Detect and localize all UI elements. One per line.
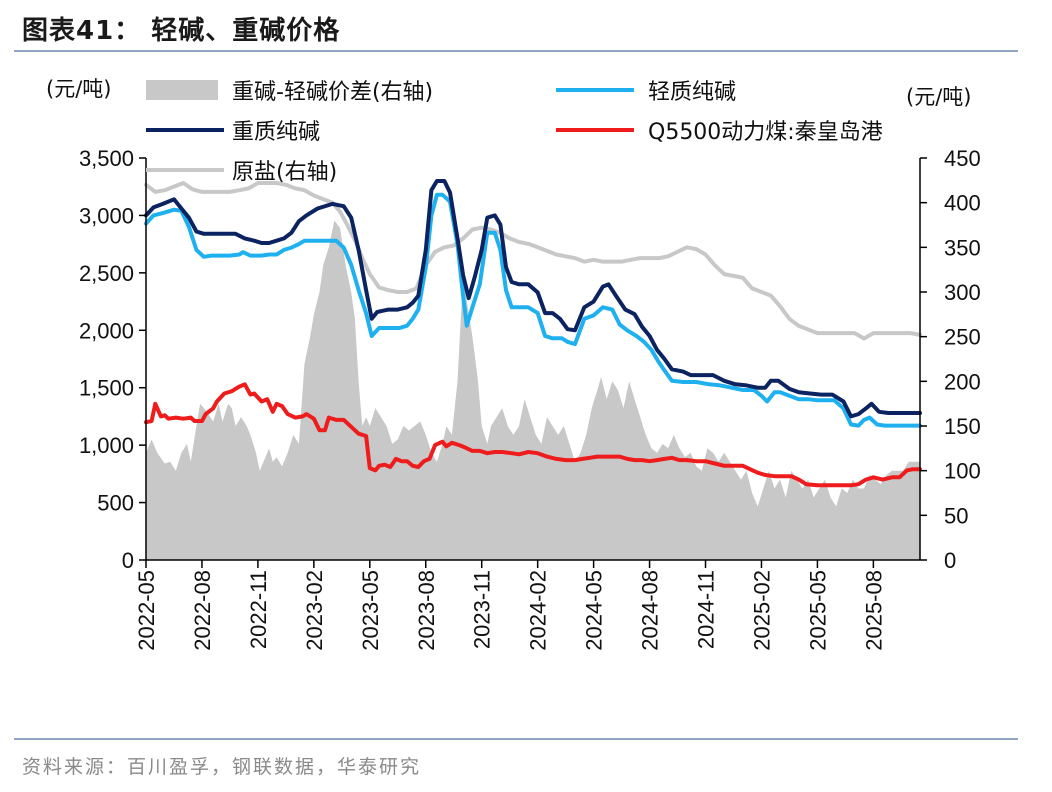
x-tick-label: 2022-05 [134,570,159,651]
axis-lines-group [139,157,927,568]
series-lines-group [144,179,922,488]
x-tick-label: 2025-08 [861,570,886,651]
legend-swatch-spread [146,80,218,100]
legend-label-light: 轻质纯碱 [648,80,736,105]
right-tick-label: 0 [944,548,956,573]
x-tick-label: 2024-11 [694,570,719,649]
right-tick-label: 250 [944,325,981,350]
right-tick-label: 50 [944,503,968,528]
light-line [144,192,922,428]
tick-labels-group: 0 500 1,000 1,500 2,000 2,500 3,000 3,500 0 50 100… [79,146,981,651]
x-tick-label: 2023-02 [302,570,327,651]
legend-label-coal: Q5500动力煤:秦皇岛港 [648,120,883,145]
spread-area [146,220,920,560]
chart-title: 图表41： 轻碱、重碱价格 [22,16,341,46]
x-tick-label: 2024-08 [638,570,663,651]
x-tick-label: 2023-05 [358,570,383,651]
left-tick-label: 1,500 [79,376,134,401]
left-tick-label: 3,500 [79,146,134,171]
legend-label-salt: 原盐(右轴) [232,160,337,185]
legend-label-spread: 重碱-轻碱价差(右轴) [232,80,433,105]
right-tick-label: 350 [944,235,981,260]
spread-area-group [146,220,920,560]
x-tick-label: 2025-05 [805,570,830,651]
right-tick-label: 100 [944,459,981,484]
left-tick-label: 1,000 [79,433,134,458]
left-tick-label: 0 [122,548,134,573]
x-tick-label: 2024-05 [582,570,607,651]
legend-label-heavy: 重质纯碱 [232,120,320,145]
left-tick-label: 2,000 [79,318,134,343]
x-tick-label: 2024-02 [526,570,551,651]
x-tick-label: 2022-11 [246,570,271,649]
x-tick-label: 2022-08 [190,570,215,651]
coal-line [144,382,922,488]
salt-line [144,181,922,341]
left-tick-label: 3,000 [79,203,134,228]
left-tick-label: 500 [97,491,134,516]
x-tick-label: 2023-08 [414,570,439,651]
x-tick-label: 2023-11 [470,570,495,649]
source-note: 资料来源：百川盈孚，钢联数据，华泰研究 [22,756,422,778]
right-tick-label: 450 [944,146,981,171]
top-rule [14,50,1018,52]
left-axis-unit: (元/吨) [46,77,111,101]
right-tick-label: 300 [944,280,981,305]
heavy-line [144,179,922,419]
x-tick-label: 2025-02 [749,570,774,651]
bottom-rule [14,738,1018,740]
right-tick-label: 400 [944,191,981,216]
right-tick-label: 200 [944,369,981,394]
left-tick-label: 2,500 [79,261,134,286]
right-tick-label: 150 [944,414,981,439]
right-axis-unit: (元/吨) [906,85,971,109]
